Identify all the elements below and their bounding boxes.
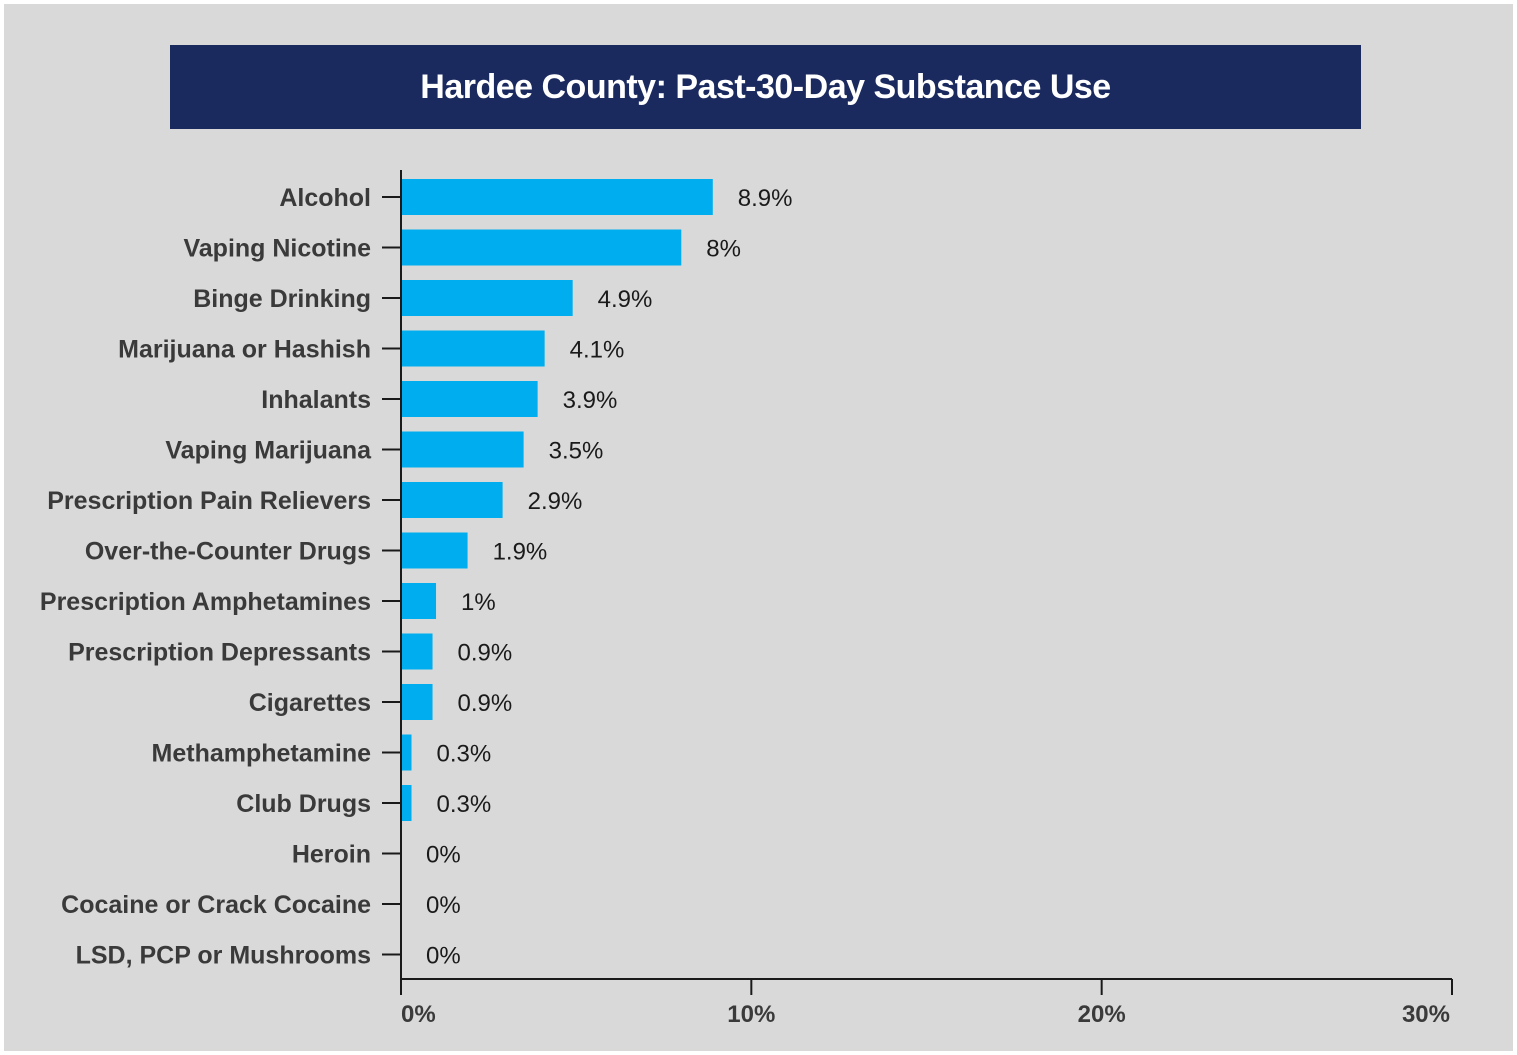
category-label: Cigarettes	[249, 689, 371, 717]
category-label: Marijuana or Hashish	[118, 336, 371, 364]
data-label: 0.3%	[437, 791, 492, 818]
data-label: 8.9%	[738, 185, 793, 212]
data-label: 8%	[706, 236, 741, 263]
data-label: 4.1%	[570, 337, 625, 364]
bar	[401, 633, 433, 670]
category-label: Methamphetamine	[152, 740, 372, 768]
bar	[401, 734, 412, 771]
category-label: Vaping Marijuana	[165, 437, 372, 465]
category-label: Vaping Nicotine	[183, 235, 371, 263]
data-label: 0.3%	[437, 741, 492, 768]
category-label: Heroin	[292, 841, 371, 869]
category-label: Cocaine or Crack Cocaine	[61, 891, 371, 919]
category-label: Binge Drinking	[193, 285, 371, 313]
bar	[401, 280, 573, 316]
category-label: Prescription Depressants	[68, 639, 371, 667]
bar	[401, 532, 468, 569]
x-tick-label: 10%	[727, 1001, 775, 1028]
category-label: Inhalants	[261, 386, 371, 414]
data-label: 2.9%	[528, 488, 583, 515]
bar	[401, 431, 524, 468]
chart-canvas: Hardee County: Past-30-Day Substance Use…	[4, 4, 1513, 1051]
category-label: Club Drugs	[236, 790, 371, 818]
data-label: 4.9%	[598, 286, 653, 313]
bar	[401, 330, 545, 367]
x-tick-label: 0%	[401, 1001, 436, 1028]
chart-title: Hardee County: Past-30-Day Substance Use	[170, 45, 1361, 129]
x-tick-label: 30%	[1402, 1001, 1450, 1028]
bars-layer	[401, 179, 713, 821]
bar	[401, 785, 412, 821]
data-label: 0.9%	[458, 640, 513, 667]
axes-layer	[382, 170, 1453, 995]
bar	[401, 179, 713, 215]
data-label: 1%	[461, 589, 496, 616]
category-label: Prescription Amphetamines	[40, 588, 371, 616]
data-label: 3.5%	[549, 438, 604, 465]
bar	[401, 684, 433, 720]
category-label: Alcohol	[279, 184, 371, 212]
data-label: 0%	[426, 842, 461, 869]
bar	[401, 482, 503, 518]
bar	[401, 583, 437, 619]
data-label: 0.9%	[458, 690, 513, 717]
bar	[401, 229, 682, 266]
data-label: 1.9%	[493, 539, 548, 566]
labels-layer: Alcohol 8.9% Vaping Nicotine 8% Binge Drinki…	[40, 184, 1450, 1028]
category-label: Prescription Pain Relievers	[47, 487, 371, 515]
x-tick-label: 20%	[1078, 1001, 1126, 1028]
bar-chart: Alcohol 8.9% Vaping Nicotine 8% Binge Drinki…	[40, 170, 1453, 1028]
category-label: Over-the-Counter Drugs	[85, 538, 371, 566]
data-label: 3.9%	[563, 387, 618, 414]
category-label: LSD, PCP or Mushrooms	[76, 942, 371, 970]
bar	[401, 381, 538, 417]
data-label: 0%	[426, 943, 461, 970]
data-label: 0%	[426, 892, 461, 919]
